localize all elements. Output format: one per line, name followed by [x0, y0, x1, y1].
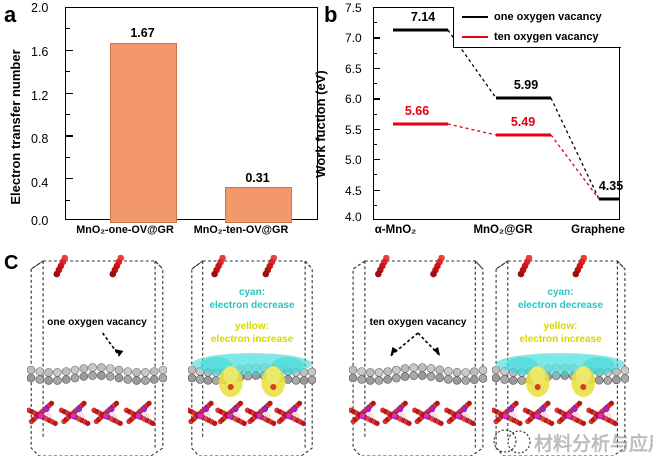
svg-text:cyan:: cyan:	[547, 287, 573, 298]
svg-text:ten oxygen vacancy: ten oxygen vacancy	[370, 317, 467, 328]
svg-text:材料分析与应用: 材料分析与应用	[534, 432, 653, 455]
svg-text:cyan:: cyan:	[239, 287, 265, 298]
svg-text:yellow:: yellow:	[544, 321, 578, 332]
svg-text:one oxygen vacancy: one oxygen vacancy	[47, 317, 147, 328]
svg-text:electron increase: electron increase	[519, 334, 602, 345]
svg-text:electron increase: electron increase	[211, 334, 294, 345]
svg-text:yellow:: yellow:	[235, 321, 269, 332]
svg-text:electron decrease: electron decrease	[209, 300, 294, 311]
svg-text:electron decrease: electron decrease	[518, 300, 603, 311]
